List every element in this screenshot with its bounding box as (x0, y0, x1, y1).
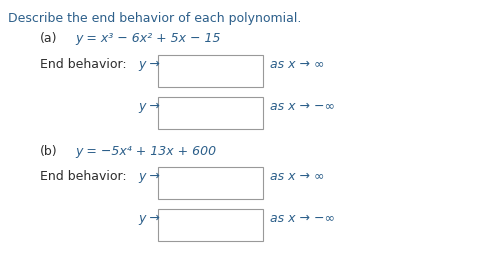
Text: End behavior:: End behavior: (40, 58, 126, 71)
Bar (158, 167, 263, 199)
Text: y = x³ − 6x² + 5x − 15: y = x³ − 6x² + 5x − 15 (75, 32, 221, 45)
Text: (b): (b) (40, 145, 58, 158)
Bar (158, 209, 263, 241)
Text: y = −5x⁴ + 13x + 600: y = −5x⁴ + 13x + 600 (75, 145, 216, 158)
Text: as x → ∞: as x → ∞ (270, 58, 324, 71)
Text: End behavior:: End behavior: (40, 170, 126, 183)
Text: Describe the end behavior of each polynomial.: Describe the end behavior of each polyno… (8, 12, 301, 25)
Bar (158, 55, 263, 87)
Text: as x → ∞: as x → ∞ (270, 170, 324, 183)
Text: y →: y → (138, 170, 160, 183)
Text: y →: y → (138, 100, 160, 113)
Text: y →: y → (138, 212, 160, 225)
Text: as x → −∞: as x → −∞ (270, 212, 335, 225)
Bar (158, 97, 263, 129)
Text: (a): (a) (40, 32, 57, 45)
Text: as x → −∞: as x → −∞ (270, 100, 335, 113)
Text: y →: y → (138, 58, 160, 71)
